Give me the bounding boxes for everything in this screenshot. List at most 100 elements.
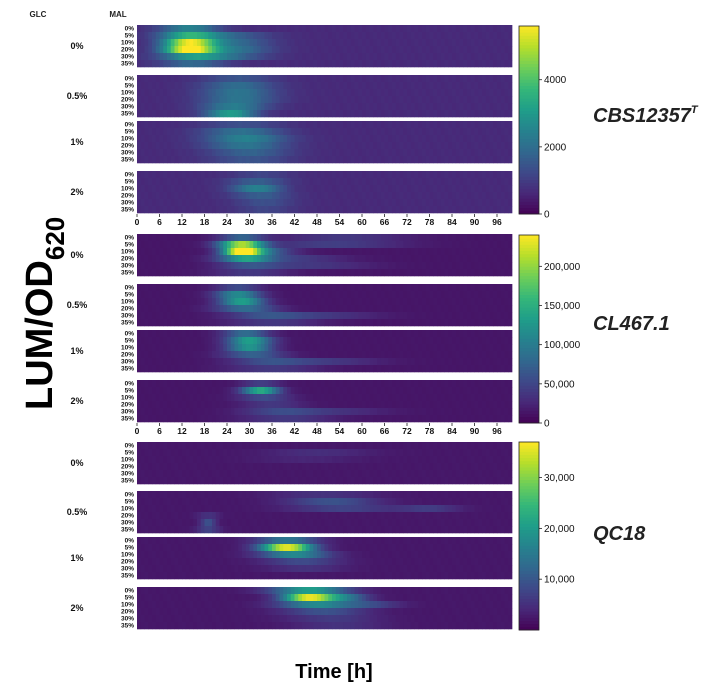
heatmap-cell [440,185,445,193]
heatmap-cell [500,394,505,402]
heatmap-cell [242,330,247,338]
maltose-label: 0% [125,235,135,242]
heatmap-cell [234,53,239,61]
x-axis: 0 6 12 18 24 30 36 42 48 54 60 66 72 78 84 90 96 [135,214,502,227]
heatmap-cell [339,248,344,256]
heatmap-cell [362,298,367,306]
heatmap-cell [444,39,449,47]
heatmap-cell [358,53,363,61]
heatmap-cell [170,351,175,359]
heatmap-cell [159,206,164,214]
heatmap-cell [193,32,198,40]
heatmap-cell [275,330,280,338]
heatmap-cell [294,344,299,352]
heatmap-cell [474,241,479,249]
maltose-label: 20% [121,97,134,104]
heatmap-cell [474,135,479,143]
heatmap-cell [174,305,179,313]
colorbar-segment [519,151,539,155]
heatmap-cell [309,415,314,423]
heatmap-cell [422,262,427,270]
heatmap-cell [212,89,217,97]
heatmap-cell [463,298,468,306]
heatmap-cell [500,319,505,327]
heatmap-cell [155,156,160,164]
heatmap-cell [137,305,142,313]
x-tick-label: 90 [470,217,480,227]
heatmap-cell [208,248,213,256]
heatmap-cell [200,241,205,249]
heatmap-cell [279,358,284,366]
heatmap-cell [463,121,468,129]
heatmap-cell [343,89,348,97]
heatmap-cell [279,387,284,395]
heatmap-cell [354,89,359,97]
heatmap-cell [212,387,217,395]
heatmap-cell [489,415,494,423]
heatmap-cell [242,358,247,366]
heatmap-cell [388,241,393,249]
heatmap-cell [474,199,479,207]
heatmap-cell [504,128,509,136]
heatmap-cell [425,344,430,352]
heatmap-cell [478,330,483,338]
heatmap-cell [380,185,385,193]
heatmap-cell [474,46,479,54]
heatmap-cell [437,206,442,214]
heatmap-cell [448,39,453,47]
heatmap-cell [200,358,205,366]
heatmap-cell [508,380,513,388]
heatmap-cell [384,121,389,129]
heatmap-cell [429,121,434,129]
heatmap-cell [354,284,359,292]
heatmap-cell [193,103,198,111]
heatmap-cell [287,156,292,164]
heatmap-cell [429,408,434,416]
heatmap-cell [234,291,239,299]
heatmap-cell [204,32,209,40]
heatmap-cell [444,408,449,416]
heatmap-cell [279,178,284,186]
heatmap-cell [418,234,423,242]
heatmap-cell [504,415,509,423]
heatmap-cell [343,135,348,143]
heatmap-cell [279,269,284,277]
heatmap-cell [500,248,505,256]
heatmap-cell [275,269,280,277]
heatmap-cell [290,401,295,409]
heatmap-cell [448,319,453,327]
heatmap-cell [279,89,284,97]
heatmap-cell [332,255,337,263]
heatmap-cell [362,135,367,143]
heatmap-cell [208,298,213,306]
heatmap-cell [328,298,333,306]
heatmap-cell [197,241,202,249]
heatmap-cell [467,149,472,157]
condition-panel: 0%0%5%10%20%30%35% [70,234,513,277]
colorbar-segment [519,195,539,199]
heatmap-cell [339,312,344,320]
heatmap-cell [369,387,374,395]
heatmap-cell [347,149,352,157]
heatmap-cell [482,192,487,200]
heatmap-cell [388,380,393,388]
heatmap-cell [354,415,359,423]
heatmap-cell [332,234,337,242]
heatmap-cell [444,185,449,193]
colorbar-segment [519,41,539,46]
heatmap-cell [403,206,408,214]
heatmap-cell [463,128,468,136]
heatmap-cell [148,110,153,118]
heatmap-cell [392,312,397,320]
heatmap-cell [148,32,153,40]
heatmap-cell [493,96,498,104]
heatmap-cell [268,305,273,313]
heatmap-cell [230,241,235,249]
heatmap-cell [230,351,235,359]
heatmap-cell [178,387,183,395]
heatmap-cell [140,269,145,277]
heatmap-cell [377,53,382,61]
heatmap-cell [474,32,479,40]
heatmap-cell [227,121,232,129]
heatmap-cell [317,330,322,338]
